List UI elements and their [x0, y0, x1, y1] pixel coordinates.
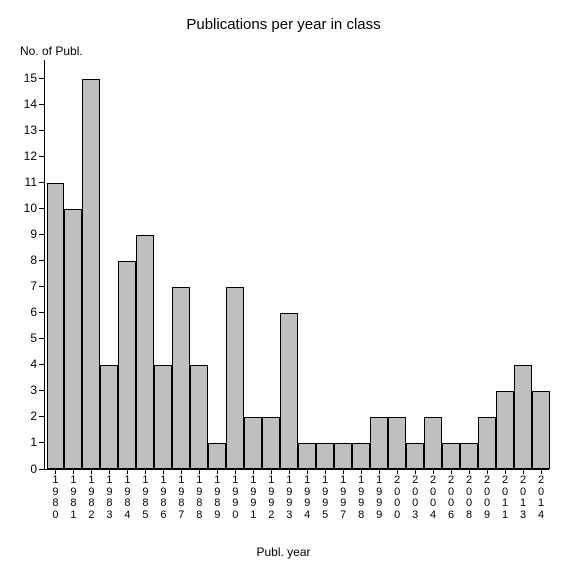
x-tick-label: 2011: [496, 475, 514, 521]
bar: [514, 365, 532, 469]
y-tick: [39, 104, 45, 105]
bar: [406, 443, 424, 469]
bar: [442, 443, 460, 469]
bar: [478, 417, 496, 469]
bar: [388, 417, 406, 469]
bar: [172, 287, 190, 469]
y-tick-label: 5: [30, 331, 37, 345]
x-tick-label: 2006: [442, 475, 460, 521]
bar: [316, 443, 334, 469]
x-tick-label: 1981: [64, 475, 82, 521]
y-tick-label: 9: [30, 227, 37, 241]
bar: [352, 443, 370, 469]
y-tick: [39, 78, 45, 79]
x-tick-label: 1986: [154, 475, 172, 521]
y-tick: [39, 312, 45, 313]
bar: [190, 365, 208, 469]
y-tick: [39, 469, 45, 470]
x-tick-label: 1997: [334, 475, 352, 521]
bar: [334, 443, 352, 469]
y-axis-title: No. of Publ.: [20, 44, 83, 58]
y-tick-label: 3: [30, 383, 37, 397]
x-tick-label: 1991: [244, 475, 262, 521]
x-tick-label: 1994: [298, 475, 316, 521]
x-tick-label: 1993: [280, 475, 298, 521]
x-tick-label: 2013: [514, 475, 532, 521]
y-tick: [39, 390, 45, 391]
bar: [280, 313, 298, 469]
bar: [532, 391, 550, 469]
y-tick-label: 10: [24, 201, 37, 215]
y-tick: [39, 286, 45, 287]
x-tick-label: 1989: [208, 475, 226, 521]
y-tick: [39, 182, 45, 183]
x-tick-label: 1988: [190, 475, 208, 521]
chart-container: Publications per year in class No. of Pu…: [0, 0, 567, 567]
plot-area: 0123456789101112131415198019811982198319…: [44, 60, 549, 470]
bar: [370, 417, 388, 469]
x-tick-label: 2003: [406, 475, 424, 521]
y-tick-label: 7: [30, 279, 37, 293]
x-tick-label: 2008: [460, 475, 478, 521]
y-tick: [39, 234, 45, 235]
y-tick-label: 2: [30, 409, 37, 423]
x-tick-label: 1980: [47, 475, 65, 521]
y-tick-label: 6: [30, 305, 37, 319]
bars-group: [45, 60, 549, 469]
x-tick-label: 2000: [388, 475, 406, 521]
x-tick-label: 2014: [532, 475, 550, 521]
x-axis-title: Publ. year: [0, 545, 567, 559]
y-tick-label: 1: [30, 435, 37, 449]
bar: [64, 209, 82, 469]
bar: [100, 365, 118, 469]
x-tick-label: 1992: [262, 475, 280, 521]
y-tick: [39, 260, 45, 261]
x-tick-label: 2004: [424, 475, 442, 521]
bar: [118, 261, 136, 469]
bar: [47, 183, 65, 469]
y-tick: [39, 416, 45, 417]
y-tick: [39, 208, 45, 209]
bar: [154, 365, 172, 469]
x-tick-label: 1985: [136, 475, 154, 521]
x-tick-label: 1987: [172, 475, 190, 521]
bar: [82, 79, 100, 469]
y-tick: [39, 338, 45, 339]
bar: [208, 443, 226, 469]
x-tick-label: 2009: [478, 475, 496, 521]
y-tick-label: 13: [24, 123, 37, 137]
y-tick-label: 4: [30, 357, 37, 371]
chart-title: Publications per year in class: [0, 16, 567, 33]
bar: [244, 417, 262, 469]
bar: [298, 443, 316, 469]
bar: [262, 417, 280, 469]
x-tick-label: 1999: [370, 475, 388, 521]
y-tick-label: 11: [25, 175, 37, 189]
bar: [226, 287, 244, 469]
x-tick-label: 1983: [100, 475, 118, 521]
y-tick-label: 14: [24, 97, 37, 111]
y-tick: [39, 364, 45, 365]
y-tick-label: 0: [30, 462, 37, 476]
bar: [460, 443, 478, 469]
x-tick-label: 1998: [352, 475, 370, 521]
y-tick: [39, 130, 45, 131]
y-tick: [39, 442, 45, 443]
y-tick-label: 12: [24, 149, 37, 163]
y-tick-label: 15: [24, 71, 37, 85]
bar: [136, 235, 154, 469]
y-tick: [39, 156, 45, 157]
x-tick-label: 1984: [118, 475, 136, 521]
bar: [496, 391, 514, 469]
x-tick-label: 1990: [226, 475, 244, 521]
x-tick-label: 1982: [82, 475, 100, 521]
y-tick-label: 8: [30, 253, 37, 267]
bar: [424, 417, 442, 469]
x-tick-label: 1995: [316, 475, 334, 521]
